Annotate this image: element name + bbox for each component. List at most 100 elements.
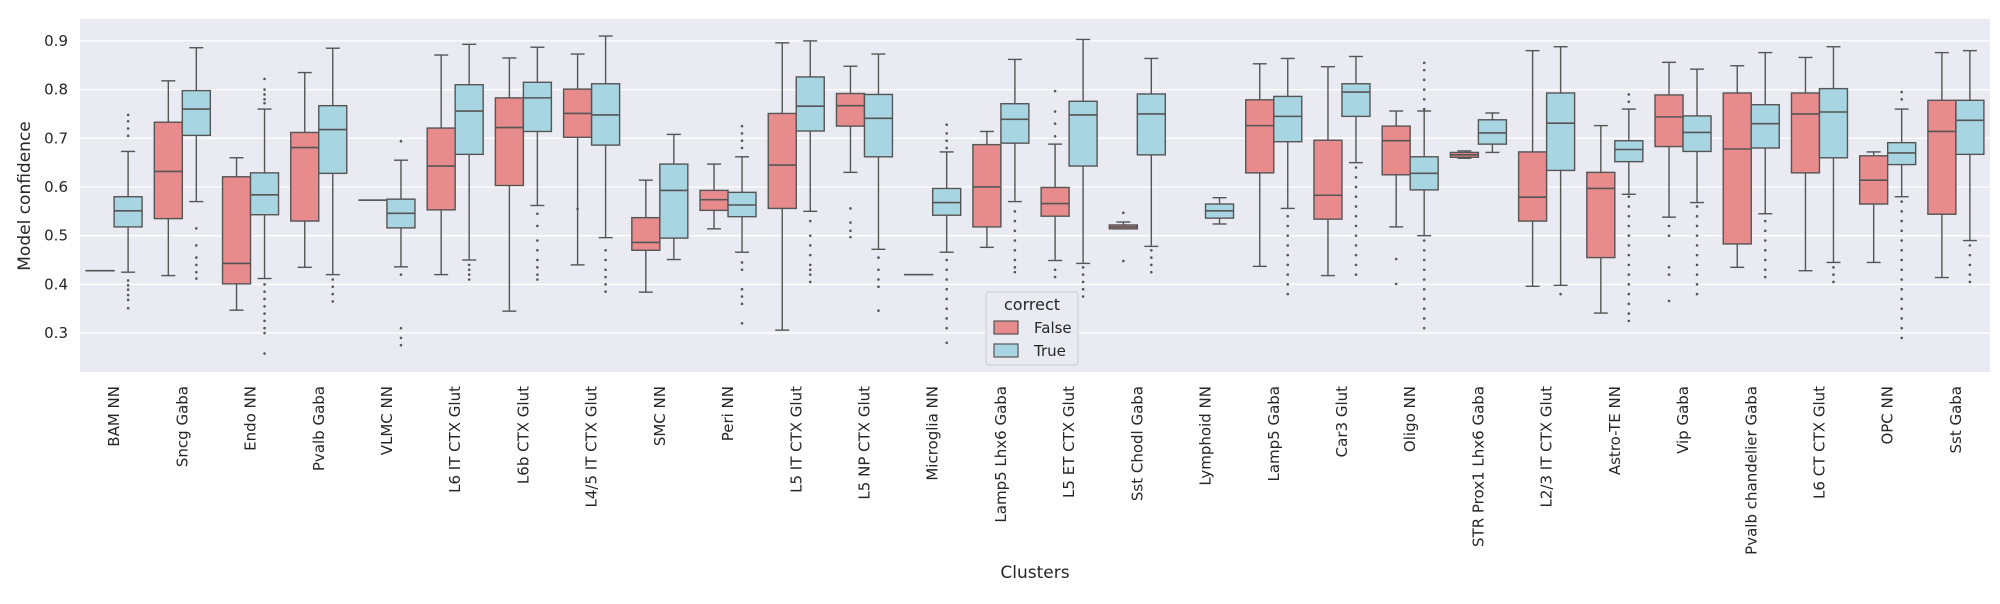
outlier-point — [331, 278, 334, 281]
outlier-point — [1014, 259, 1017, 262]
outlier-point — [1355, 195, 1358, 198]
outlier-point — [536, 225, 539, 228]
outlier-point — [1423, 317, 1426, 320]
outlier-point — [127, 307, 130, 310]
outlier-point — [877, 256, 880, 259]
outlier-point — [604, 249, 607, 252]
outlier-point — [945, 139, 948, 142]
outlier-point — [1628, 254, 1631, 257]
outlier-point — [331, 285, 334, 288]
outlier-point — [263, 327, 266, 330]
outlier-point — [1395, 283, 1398, 286]
box-iqr — [1041, 187, 1069, 216]
outlier-point — [195, 271, 198, 274]
y-tick-labels: 0.30.40.50.60.70.80.9 — [44, 32, 68, 342]
outlier-point — [1355, 254, 1358, 257]
box-iqr — [455, 85, 483, 155]
box-iqr — [1956, 100, 1984, 154]
outlier-point — [809, 264, 812, 267]
x-tick-label: Lymphoid NN — [1197, 386, 1215, 486]
outlier-point — [1900, 220, 1903, 223]
outlier-point — [809, 234, 812, 237]
outlier-point — [331, 293, 334, 296]
outlier-point — [849, 230, 852, 233]
outlier-point — [1122, 260, 1125, 263]
outlier-point — [1696, 225, 1699, 228]
outlier-point — [1900, 298, 1903, 301]
outlier-point — [1054, 276, 1057, 279]
box-iqr — [1615, 141, 1643, 162]
outlier-point — [1355, 166, 1358, 169]
x-tick-label: Sst Gaba — [1947, 386, 1965, 454]
outlier-point — [1355, 234, 1358, 237]
outlier-point — [1900, 91, 1903, 94]
outlier-point — [468, 264, 471, 267]
box-iqr — [291, 132, 319, 221]
x-tick-label: L5 NP CTX Glut — [855, 386, 873, 500]
outlier-point — [741, 147, 744, 150]
outlier-point — [877, 278, 880, 281]
outlier-point — [1150, 249, 1153, 252]
outlier-point — [536, 249, 539, 252]
outlier-point — [1355, 273, 1358, 276]
outlier-point — [1286, 244, 1289, 247]
outlier-point — [1832, 266, 1835, 269]
outlier-point — [809, 273, 812, 276]
outlier-point — [1054, 122, 1057, 125]
outlier-point — [263, 312, 266, 315]
outlier-point — [1082, 266, 1085, 269]
outlier-point — [1696, 283, 1699, 286]
outlier-point — [195, 256, 198, 259]
x-tick-label: Pvalb chandelier Gaba — [1742, 386, 1760, 555]
y-tick-label: 0.5 — [44, 227, 68, 245]
outlier-point — [1696, 254, 1699, 257]
y-tick-label: 0.9 — [44, 32, 68, 50]
box-iqr — [836, 93, 864, 126]
x-tick-label: L5 IT CTX Glut — [787, 386, 805, 493]
outlier-point — [263, 98, 266, 101]
outlier-point — [263, 102, 266, 105]
outlier-point — [1969, 273, 1972, 276]
outlier-point — [809, 268, 812, 271]
outlier-point — [1150, 271, 1153, 274]
outlier-point — [741, 288, 744, 291]
outlier-point — [1054, 90, 1057, 93]
outlier-point — [1423, 307, 1426, 310]
outlier-point — [1355, 176, 1358, 179]
box-iqr — [1655, 95, 1683, 147]
outlier-point — [741, 261, 744, 264]
outlier-point — [1900, 210, 1903, 213]
box-iqr — [1587, 172, 1615, 257]
box-iqr — [1314, 140, 1342, 219]
outlier-point — [1559, 293, 1562, 296]
x-tick-label: L6 CT CTX Glut — [1810, 386, 1828, 499]
y-tick-label: 0.8 — [44, 81, 68, 99]
y-tick-label: 0.4 — [44, 275, 68, 293]
outlier-point — [945, 298, 948, 301]
outlier-point — [1286, 264, 1289, 267]
outlier-point — [1423, 327, 1426, 330]
legend-swatch-false — [994, 321, 1018, 334]
outlier-point — [1628, 264, 1631, 267]
outlier-point — [1668, 225, 1671, 228]
outlier-point — [1696, 273, 1699, 276]
outlier-point — [809, 254, 812, 257]
legend-label-true: True — [1033, 342, 1066, 360]
box-iqr — [660, 164, 688, 238]
outlier-point — [1900, 307, 1903, 310]
outlier-point — [741, 268, 744, 271]
box-iqr — [223, 177, 251, 284]
outlier-point — [1082, 295, 1085, 298]
outlier-point — [1900, 337, 1903, 340]
outlier-point — [945, 268, 948, 271]
outlier-point — [945, 327, 948, 330]
outlier-point — [127, 279, 130, 282]
box-iqr — [1928, 100, 1956, 214]
outlier-point — [1423, 79, 1426, 82]
outlier-point — [1628, 303, 1631, 306]
outlier-point — [1423, 298, 1426, 301]
outlier-point — [1969, 244, 1972, 247]
outlier-point — [1900, 249, 1903, 252]
outlier-point — [1014, 239, 1017, 242]
outlier-point — [536, 259, 539, 262]
